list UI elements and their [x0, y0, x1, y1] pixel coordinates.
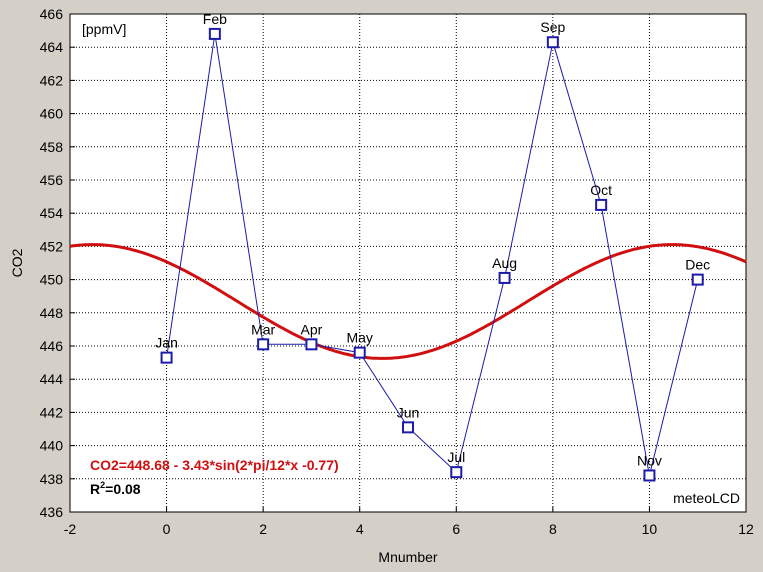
r-squared-text: R2=0.08	[90, 480, 141, 497]
x-tick-label: 4	[356, 521, 364, 537]
point-label-mar: Mar	[251, 321, 275, 337]
point-label-jul: Jul	[447, 449, 465, 465]
y-unit-label: [ppmV]	[82, 21, 126, 37]
watermark: meteoLCD	[673, 490, 740, 506]
point-label-apr: Apr	[301, 321, 323, 337]
y-axis-label: CO2	[9, 248, 25, 277]
y-tick-label: 446	[40, 338, 64, 354]
data-point-aug	[498, 271, 511, 284]
point-label-nov: Nov	[637, 452, 662, 468]
x-axis-ticks: -2 0 2 4 6 8 10 12	[64, 507, 754, 537]
point-label-may: May	[346, 330, 372, 346]
data-point-dec	[691, 273, 704, 286]
point-label-jun: Jun	[397, 404, 420, 420]
x-tick-label: 10	[642, 521, 658, 537]
x-tick-label: -2	[64, 521, 77, 537]
y-tick-label: 438	[40, 471, 64, 487]
y-tick-label: 442	[40, 404, 64, 420]
y-tick-label: 460	[40, 106, 64, 122]
equation-text: CO2=448.68 - 3.43*sin(2*pi/12*x -0.77)	[90, 457, 339, 473]
y-tick-label: 440	[40, 438, 64, 454]
data-point-sep	[546, 36, 559, 49]
y-tick-label: 452	[40, 238, 64, 254]
data-point-nov	[643, 469, 656, 482]
y-tick-label: 448	[40, 305, 64, 321]
data-point-feb	[208, 27, 221, 40]
data-point-may	[353, 346, 366, 359]
data-point-apr	[305, 338, 318, 351]
data-point-jul	[450, 466, 463, 479]
sine-fit-curve	[69, 243, 747, 360]
data-point-jun	[402, 421, 414, 434]
data-point-jan	[160, 351, 173, 364]
point-label-feb: Feb	[203, 11, 227, 27]
x-tick-label: 2	[259, 521, 267, 537]
point-label-dec: Dec	[685, 257, 710, 273]
x-tick-label: 0	[163, 521, 171, 537]
y-tick-label: 450	[40, 272, 64, 288]
data-point-mar	[257, 338, 270, 351]
point-label-aug: Aug	[492, 255, 517, 271]
y-tick-label: 458	[40, 139, 64, 155]
y-tick-label: 464	[40, 39, 64, 55]
y-tick-label: 466	[40, 6, 64, 22]
y-tick-label: 462	[40, 72, 64, 88]
point-label-oct: Oct	[590, 182, 612, 198]
x-tick-label: 12	[738, 521, 754, 537]
point-label-jan: Jan	[155, 335, 178, 351]
point-labels: Jan Feb Mar Apr May Jun Jul Aug Sep Oct Nov Dec	[155, 11, 710, 469]
r2-prefix: R	[90, 481, 100, 497]
r2-suffix: =0.08	[105, 481, 141, 497]
y-tick-label: 456	[40, 172, 64, 188]
data-point-oct	[595, 198, 608, 211]
y-tick-label: 444	[40, 371, 64, 387]
point-label-sep: Sep	[540, 19, 565, 35]
data-series-line	[166, 33, 699, 476]
y-tick-label: 436	[40, 504, 64, 520]
x-tick-label: 8	[549, 521, 557, 537]
r2-superscript: 2	[100, 480, 105, 490]
data-points	[160, 27, 704, 482]
y-tick-label: 454	[40, 205, 64, 221]
x-tick-label: 6	[452, 521, 460, 537]
x-axis-label: Mnumber	[378, 549, 437, 565]
y-axis-ticks: 436 438 440 442 444 446 448 450 452 454 456 458 460 4…	[40, 6, 75, 520]
